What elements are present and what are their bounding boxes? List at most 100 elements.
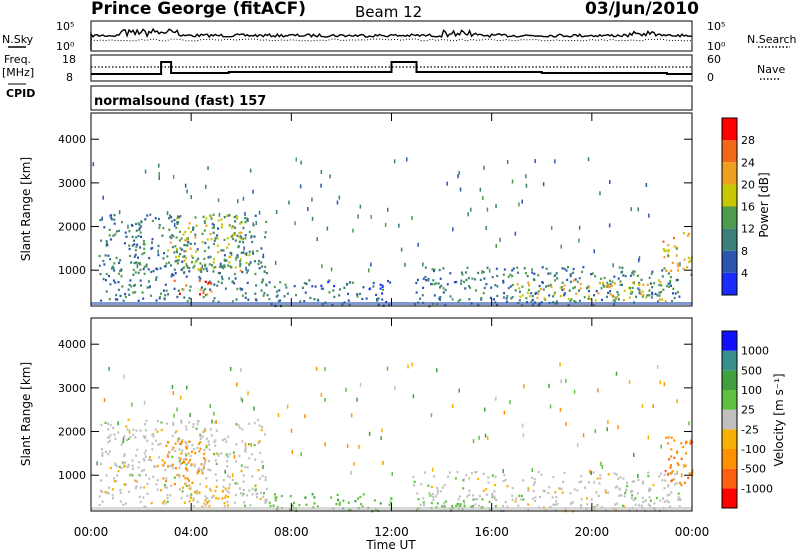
power-cell — [682, 267, 685, 270]
velocity-cell — [456, 503, 459, 506]
velocity-cell — [215, 479, 218, 482]
power-cell — [202, 215, 205, 218]
power-cell — [102, 259, 105, 263]
power-cell — [252, 222, 254, 227]
power-colorbar-tick-label: 12 — [741, 223, 755, 236]
velocity-cell — [436, 502, 439, 505]
velocity-cell — [144, 449, 147, 452]
velocity-cell — [242, 474, 245, 477]
velocity-cell — [164, 486, 166, 489]
power-cell — [239, 222, 241, 225]
power-cell — [193, 264, 196, 268]
velocity-cell — [146, 482, 149, 485]
power-cell — [528, 284, 530, 287]
power-cell — [384, 222, 387, 227]
power-cell — [144, 169, 147, 174]
power-cell — [226, 237, 229, 240]
power-cell — [227, 214, 230, 217]
velocity-cell — [560, 487, 563, 490]
velocity-cell — [481, 498, 484, 501]
velocity-cell — [109, 466, 112, 470]
power-cell — [628, 296, 631, 299]
power-cell — [216, 244, 219, 247]
power-cell — [139, 268, 142, 272]
power-cell — [216, 284, 219, 287]
velocity-cell — [257, 442, 260, 445]
velocity-cell — [116, 474, 118, 477]
velocity-cell — [460, 504, 463, 507]
power-cell — [650, 272, 653, 275]
power-cell — [336, 200, 339, 205]
velocity-cell — [443, 484, 446, 487]
velocity-cell — [185, 454, 188, 457]
velocity-cell — [502, 505, 505, 508]
power-cell — [154, 217, 157, 220]
velocity-cell — [203, 427, 206, 430]
power-cell — [143, 265, 146, 268]
power-cell — [511, 283, 514, 287]
power-y-tick-label: 1000 — [58, 264, 86, 277]
velocity-cell — [360, 503, 363, 506]
velocity-cell — [257, 469, 260, 472]
power-cell — [464, 287, 467, 290]
velocity-cell — [251, 493, 254, 496]
velocity-cell — [171, 448, 174, 451]
velocity-cell — [680, 483, 683, 487]
power-cell — [231, 225, 234, 228]
power-cell — [658, 284, 661, 287]
power-cell — [213, 283, 216, 286]
power-cell — [669, 281, 672, 285]
power-cell — [219, 265, 222, 268]
power-cell — [662, 248, 665, 251]
velocity-cell — [203, 465, 205, 468]
power-cell — [667, 250, 670, 253]
power-cell — [170, 264, 172, 267]
velocity-cell — [584, 486, 586, 489]
velocity-cell — [196, 420, 199, 423]
power-cell — [178, 239, 181, 242]
velocity-cell — [586, 503, 589, 506]
power-cell — [171, 246, 174, 249]
velocity-cell — [617, 477, 620, 480]
velocity-cell — [448, 471, 451, 474]
velocity-cell — [660, 444, 662, 449]
power-cell — [124, 292, 127, 296]
power-cell — [525, 183, 528, 188]
power-cell — [134, 253, 137, 256]
power-cell — [137, 271, 140, 274]
power-cell — [205, 184, 207, 189]
power-cell — [118, 272, 121, 275]
power-cell — [288, 200, 290, 205]
velocity-cell — [432, 498, 435, 501]
power-cell — [663, 249, 666, 253]
velocity-cell — [673, 483, 676, 486]
power-cell — [278, 289, 281, 292]
velocity-cell — [163, 461, 166, 464]
velocity-cell — [107, 422, 109, 425]
velocity-cell — [518, 494, 521, 497]
velocity-cell — [199, 441, 202, 444]
velocity-cell — [213, 411, 215, 416]
power-cell — [442, 267, 445, 270]
velocity-cell — [522, 479, 525, 482]
velocity-cell — [671, 470, 674, 473]
power-cell — [121, 285, 124, 288]
power-cell — [234, 277, 237, 280]
velocity-cell — [248, 422, 251, 425]
power-cell — [246, 217, 248, 222]
power-cell — [328, 279, 331, 282]
velocity-cell — [201, 435, 204, 438]
velocity-cell — [251, 475, 254, 478]
power-cell — [104, 254, 107, 257]
velocity-cell — [199, 447, 202, 450]
velocity-cell — [228, 486, 231, 490]
power-cell — [560, 286, 563, 289]
power-cell — [555, 272, 558, 275]
power-cell — [233, 232, 236, 235]
power-cell — [195, 250, 198, 253]
power-cell — [514, 289, 517, 292]
power-cell — [256, 249, 259, 253]
velocity-cell — [607, 473, 610, 476]
power-cell — [245, 252, 248, 257]
velocity-cell — [244, 442, 247, 447]
